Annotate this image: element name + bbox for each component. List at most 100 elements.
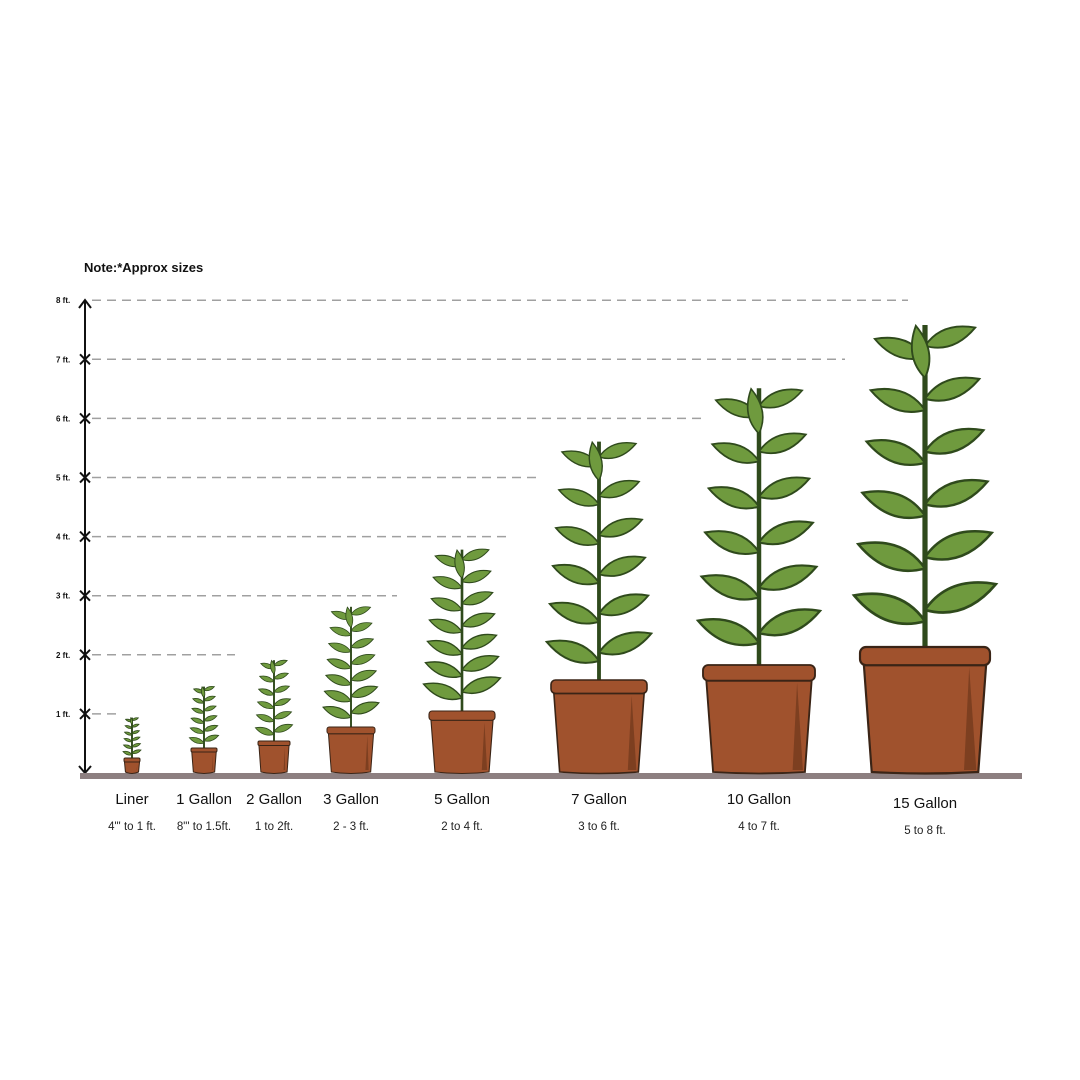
leaf [860, 490, 927, 520]
leaf [460, 655, 500, 672]
leaf [191, 707, 205, 714]
leaf [254, 726, 275, 736]
leaf [864, 439, 927, 467]
leaf [597, 517, 644, 538]
size-name: 15 Gallon [892, 795, 958, 812]
leaf [588, 440, 603, 482]
leaf [350, 685, 379, 698]
leaf [922, 581, 999, 614]
leaf [746, 387, 764, 436]
leaf [326, 658, 352, 670]
pot-shade [211, 754, 213, 770]
pot-shade [283, 747, 286, 770]
leaf [123, 731, 133, 736]
leaf [200, 685, 206, 699]
pot-body [553, 692, 645, 775]
pot-rim [123, 757, 141, 763]
leaf [122, 750, 133, 756]
pot-shade [365, 735, 369, 770]
leaf [422, 682, 464, 701]
leaf [597, 479, 641, 499]
potted-plant [254, 659, 294, 774]
leaf [757, 388, 804, 409]
pot-rim [550, 679, 648, 695]
leaf [323, 690, 352, 703]
potted-plant [122, 716, 142, 774]
leaf [131, 730, 141, 735]
leaf [757, 608, 823, 637]
leaf [910, 323, 931, 380]
leaf [273, 698, 292, 707]
leaf [461, 548, 490, 562]
pot-rim [858, 645, 992, 667]
leaf [123, 738, 133, 743]
pot-body [862, 664, 988, 775]
leaf [424, 661, 464, 679]
height-tick-label: 4 ft. [56, 533, 70, 542]
size-range: 1 to 2ft. [254, 821, 294, 833]
leaf [855, 541, 928, 573]
leaf [868, 387, 927, 413]
size-range: 2 - 3 ft. [333, 821, 369, 833]
pot-rim [428, 710, 496, 721]
pot-body [258, 744, 290, 774]
leaf [703, 530, 761, 556]
leaf [322, 706, 352, 719]
leaf [203, 734, 220, 742]
height-tick-label: 6 ft. [56, 414, 70, 423]
leaf [757, 520, 815, 546]
leaf [327, 642, 352, 653]
leaf [557, 488, 601, 507]
leaf [699, 574, 761, 601]
leaf [122, 744, 133, 749]
leaf [350, 669, 378, 682]
leaf [460, 612, 496, 628]
leaf [597, 555, 647, 577]
pot-rim [257, 740, 291, 746]
size-range: 3 to 6 ft. [578, 821, 620, 833]
pot-body [705, 679, 813, 775]
leaf [757, 476, 812, 500]
leaf [597, 593, 651, 617]
pot-shade [136, 764, 138, 770]
leaf [273, 659, 288, 667]
height-tick-label: 5 ft. [56, 474, 70, 483]
size-range: 4"' to 1 ft. [108, 821, 156, 833]
leaf [257, 688, 275, 696]
size-range: 4 to 7 ft. [738, 821, 780, 833]
leaf [129, 716, 133, 726]
leaf [923, 376, 982, 402]
leaf [460, 676, 502, 695]
leaf [189, 727, 205, 734]
size-name: 7 Gallon [571, 791, 627, 808]
pot-body [430, 719, 494, 775]
pot-body [123, 761, 141, 774]
height-tick-label: 7 ft. [56, 355, 70, 364]
leaf [350, 701, 380, 715]
leaf [432, 576, 463, 590]
leaf [461, 569, 492, 584]
height-tick-label: 8 ft. [56, 296, 70, 305]
pot-shade [964, 667, 977, 770]
leaf [345, 606, 354, 629]
potted-plant [695, 387, 823, 775]
leaf [192, 698, 205, 704]
leaf [324, 674, 352, 686]
leaf [350, 654, 376, 665]
leaf [131, 736, 141, 741]
height-tick-label: 3 ft. [56, 592, 70, 601]
leaf [428, 618, 464, 634]
size-name: 10 Gallon [726, 791, 792, 808]
leaf [131, 717, 140, 721]
leaf [350, 638, 375, 649]
leaf [258, 675, 275, 683]
size-name: 3 Gallon [323, 791, 379, 808]
leaf [190, 717, 205, 724]
size-name: Liner [115, 791, 149, 808]
leaf [203, 685, 216, 692]
leaf [273, 672, 290, 680]
pot-body [191, 751, 217, 774]
leaf [270, 659, 276, 675]
pot-rim [326, 726, 376, 735]
